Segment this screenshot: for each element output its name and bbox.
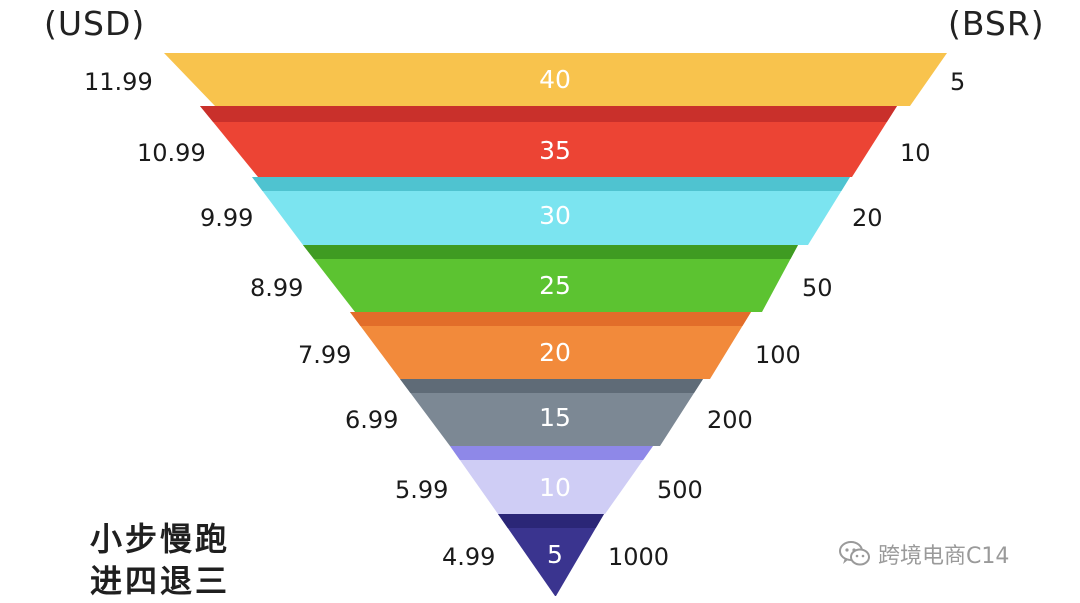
bsr-label: 5 [950,68,966,96]
watermark-text: 跨境电商C14 [878,544,1010,569]
funnel-tier-8 [498,514,604,596]
price-label: 10.99 [137,139,206,167]
funnel-tier-4 [303,245,798,312]
funnel-tier-7-top-band [450,446,653,460]
price-label: 8.99 [250,274,304,302]
bsr-label: 1000 [608,543,670,571]
watermark: 跨境电商C14 [838,537,1009,571]
price-unit-label: (USD) [44,4,146,43]
funnel-tier-4-top-band [303,245,798,259]
bsr-label: 200 [707,406,753,434]
tier-value-label: 30 [539,201,571,230]
tier-value-label: 15 [539,403,571,432]
tier-value-label: 25 [539,271,571,300]
slogan-line-2: 进四退三 [90,562,231,600]
wechat-icon [839,541,870,566]
price-label: 11.99 [84,68,153,96]
price-label: 9.99 [200,204,254,232]
tier-value-label: 5 [547,540,563,569]
price-label: 5.99 [395,476,449,504]
bsr-label: 500 [657,476,703,504]
tier-value-label: 35 [539,136,571,165]
bsr-label: 10 [900,139,931,167]
price-label: 4.99 [442,543,496,571]
funnel-tier-5 [350,312,751,379]
bsr-label: 20 [852,204,883,232]
tier-value-label: 40 [539,65,571,94]
funnel-tier-2-top-band [200,106,897,122]
funnel-tier-1 [164,53,947,106]
price-label: 6.99 [345,406,399,434]
funnel-tier-7 [450,446,653,514]
funnel-tier-5-top-band [350,312,751,326]
funnel-tier-3-top-band [252,177,850,191]
tier-value-label: 20 [539,338,571,367]
price-label: 7.99 [298,341,352,369]
funnel-tier-6 [400,379,703,446]
bsr-label: 100 [755,341,801,369]
funnel-tier-6-top-band [400,379,703,393]
funnel-tier-3 [252,177,850,245]
tier-value-label: 10 [539,473,571,502]
bsr-label: 50 [802,274,833,302]
slogan-line-1: 小步慢跑 [90,520,231,558]
bsr-unit-label: (BSR) [948,4,1045,43]
funnel-tier-2 [200,106,897,177]
funnel-tier-8-top-band [498,514,604,528]
